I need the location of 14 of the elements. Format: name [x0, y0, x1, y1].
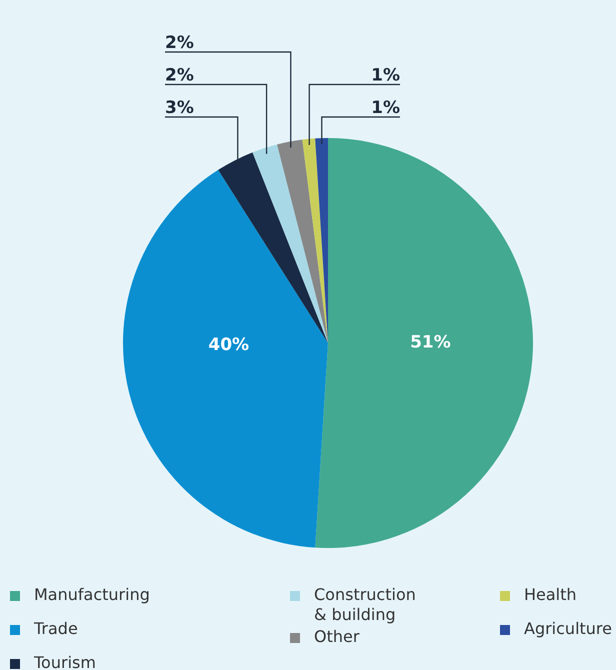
legend-label: Agriculture — [524, 619, 612, 639]
data-label: 3% — [165, 98, 194, 118]
data-label: 1% — [371, 66, 400, 86]
data-label: 51% — [410, 332, 451, 353]
legend-label: Health — [524, 585, 577, 605]
legend-label: Other — [314, 627, 360, 647]
legend-label: Construction & building — [314, 585, 416, 625]
legend-label: Manufacturing — [34, 585, 150, 605]
data-label: 2% — [165, 33, 194, 53]
legend-label: Trade — [34, 619, 78, 639]
data-label: 1% — [371, 98, 400, 118]
data-label: 2% — [165, 66, 194, 86]
legend-label: Tourism — [34, 653, 96, 670]
data-label: 40% — [208, 334, 250, 355]
